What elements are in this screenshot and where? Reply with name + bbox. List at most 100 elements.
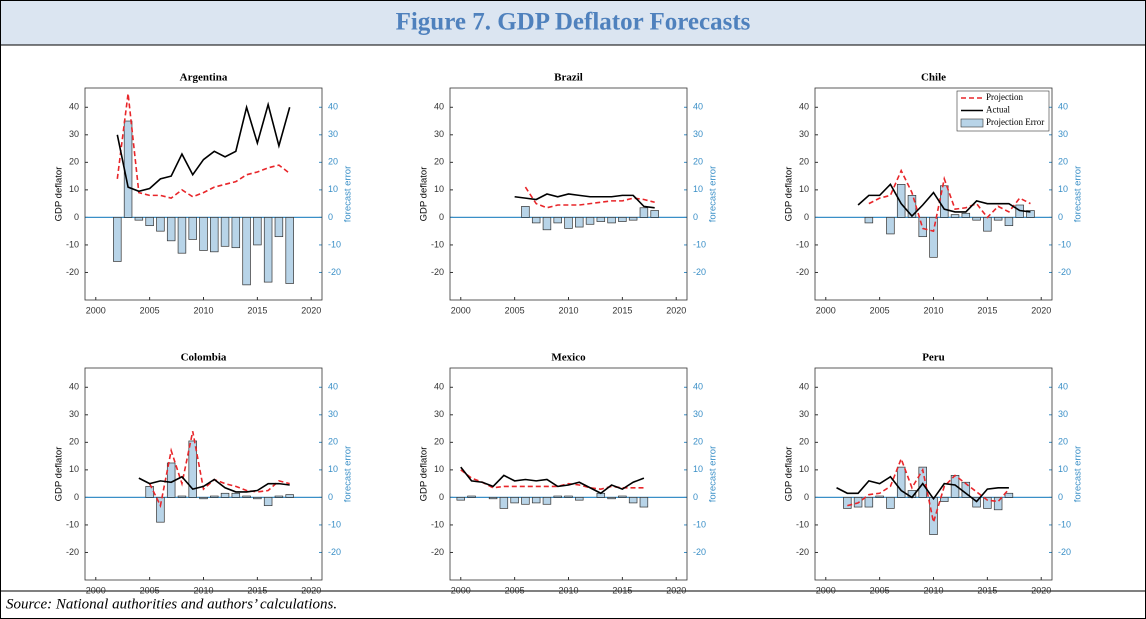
error-bar: [499, 497, 509, 509]
error-bar: [231, 492, 241, 498]
error-bar: [575, 497, 584, 501]
x-tick-label: 2015: [977, 305, 997, 315]
panel: Mexico GDP deflator forecast error -20 -10 0 1…: [419, 352, 719, 596]
y2-tick-label: 30: [1058, 129, 1068, 139]
y2-tick-label: -20: [1058, 267, 1071, 277]
y2-axis-label: forecast error: [708, 166, 719, 223]
y2-tick-label: 30: [693, 129, 703, 139]
x-tick-label: 2010: [193, 305, 213, 315]
y2-tick-label: -10: [693, 239, 706, 249]
error-bar: [993, 497, 1003, 511]
y2-axis-label: forecast error: [708, 446, 719, 503]
error-bar: [896, 466, 906, 498]
error-bar: [467, 495, 476, 498]
y-tick-label: -20: [796, 267, 809, 277]
x-tick-label: 2020: [666, 585, 686, 595]
error-bar: [521, 206, 530, 218]
x-tick-label: 2015: [612, 305, 632, 315]
y2-tick-label: 40: [693, 102, 703, 112]
y-axis-label: GDP deflator: [54, 447, 65, 502]
y2-tick-label: 10: [1058, 464, 1068, 474]
error-bar: [177, 495, 187, 498]
y-tick-label: 0: [74, 492, 79, 502]
y-tick-label: 20: [434, 437, 444, 447]
title-band: [1, 1, 1145, 45]
error-bar: [285, 217, 294, 284]
error-bar: [983, 497, 992, 509]
error-bar: [210, 495, 219, 498]
error-bar: [983, 217, 992, 232]
y2-tick-label: 0: [1058, 212, 1063, 222]
error-bar: [929, 497, 938, 535]
error-bar: [1026, 210, 1035, 218]
x-tick-label: 2015: [247, 305, 267, 315]
y-tick-label: 10: [434, 464, 444, 474]
error-bar: [263, 217, 273, 283]
y2-tick-label: -20: [693, 547, 706, 557]
error-bar: [972, 217, 981, 221]
y-tick-label: 10: [799, 464, 809, 474]
error-bar: [456, 497, 466, 501]
y2-tick-label: 20: [693, 157, 703, 167]
y2-tick-label: 20: [1058, 437, 1068, 447]
error-bar: [596, 217, 606, 222]
error-bar: [542, 217, 552, 231]
y-tick-label: -10: [66, 519, 79, 529]
actual-line: [857, 183, 1031, 218]
error-bar: [542, 497, 552, 505]
y-axis-label: GDP deflator: [419, 167, 430, 222]
error-bar: [918, 466, 927, 498]
error-bar: [113, 217, 122, 262]
error-bar: [156, 497, 165, 523]
projection-line: [847, 456, 1010, 523]
error-bar: [166, 217, 176, 242]
x-tick-label: 2005: [505, 305, 525, 315]
error-bar: [188, 440, 197, 498]
y2-axis-label: forecast error: [343, 166, 354, 223]
actual-line: [514, 193, 655, 209]
x-tick-label: 2015: [247, 585, 267, 595]
y-tick-label: 30: [434, 409, 444, 419]
y2-tick-label: 0: [328, 212, 333, 222]
error-bar: [618, 495, 627, 498]
x-tick-label: 2010: [558, 585, 578, 595]
axes-box: [449, 367, 688, 581]
error-bar: [531, 217, 541, 224]
error-bar: [510, 497, 519, 504]
source-note: Source: National authorities and authors…: [6, 596, 337, 612]
y-tick-label: 0: [804, 492, 809, 502]
y-tick-label: -20: [66, 547, 79, 557]
error-bar: [274, 495, 284, 498]
y2-tick-label: 40: [1058, 382, 1068, 392]
error-bar: [886, 497, 895, 509]
y-tick-label: -20: [431, 547, 444, 557]
error-bar: [929, 217, 938, 258]
y2-tick-label: 40: [693, 382, 703, 392]
error-bar: [253, 217, 262, 246]
error-bar: [639, 207, 649, 218]
y2-tick-label: 10: [693, 184, 703, 194]
x-tick-label: 2020: [301, 585, 321, 595]
y2-axis-label: forecast error: [1073, 446, 1084, 503]
y2-axis-label: forecast error: [343, 446, 354, 503]
error-bar: [145, 486, 154, 498]
error-bar: [220, 492, 230, 498]
panel-title: Argentina: [180, 72, 228, 84]
actual-line: [460, 466, 645, 495]
y-tick-label: 20: [69, 157, 79, 167]
error-bar: [134, 217, 144, 221]
y-axis-label: GDP deflator: [784, 167, 795, 222]
error-bar: [210, 217, 219, 253]
y2-tick-label: 0: [1058, 492, 1063, 502]
x-tick-label: 2000: [86, 585, 106, 595]
y-tick-label: 40: [434, 382, 444, 392]
x-tick-label: 2020: [1031, 585, 1051, 595]
figure-title: Figure 7. GDP Deflator Forecasts: [396, 9, 751, 36]
y2-tick-label: -10: [693, 519, 706, 529]
legend-label: Projection Error: [986, 117, 1044, 127]
x-tick-label: 2015: [977, 585, 997, 595]
y2-tick-label: 30: [1058, 409, 1068, 419]
error-bar: [575, 217, 584, 228]
y-tick-label: 30: [69, 409, 79, 419]
